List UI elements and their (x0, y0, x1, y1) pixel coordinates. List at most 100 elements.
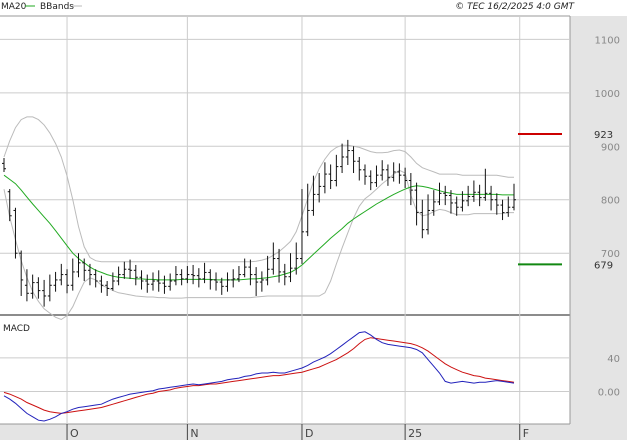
price-bar (70, 258, 75, 291)
bbands-upper-line (3, 116, 514, 263)
price-bar (466, 185, 471, 207)
price-bar (288, 253, 293, 283)
support-resistance-levels: 923 679 (518, 130, 613, 271)
price-bar (65, 269, 70, 294)
price-bar (265, 255, 270, 286)
x-tick-labels: O N D 25 F (66, 424, 529, 440)
price-bar (506, 196, 511, 217)
price-bar (426, 194, 431, 235)
price-bar (59, 263, 64, 286)
price-bar (351, 146, 356, 174)
price-bar (385, 164, 390, 186)
price-bar (294, 242, 299, 275)
price-bar (185, 266, 190, 284)
y-axis-panel (570, 16, 627, 424)
price-bar (47, 274, 52, 302)
price-bar (403, 167, 408, 188)
price-y-tick-label: 1100 (595, 35, 620, 46)
price-bar (512, 183, 516, 211)
price-bar (231, 269, 236, 288)
price-bar (248, 259, 253, 286)
price-bar (311, 175, 316, 216)
price-bar (448, 190, 453, 214)
macd-y-tick-label: 0.00 (598, 388, 620, 399)
price-bar (13, 207, 18, 259)
price-bar (397, 163, 402, 184)
price-bar (277, 248, 282, 283)
macd-signal-line (3, 337, 515, 414)
price-bar (162, 275, 167, 294)
price-bar (173, 266, 178, 286)
x-axis-panel (0, 424, 627, 440)
price-bar (93, 269, 98, 288)
price-bar (99, 275, 104, 293)
price-bars (2, 139, 516, 307)
price-bar (460, 191, 465, 212)
price-bar (357, 156, 362, 181)
price-bar (340, 143, 345, 174)
price-bar (168, 273, 173, 291)
price-bar (7, 189, 12, 222)
price-bar (225, 272, 230, 292)
price-bar (110, 272, 115, 291)
price-bar (36, 277, 41, 299)
macd-panel-title: MACD (3, 324, 30, 334)
price-bar (282, 263, 287, 286)
price-bar (414, 182, 419, 226)
bbands-legend-label: BBands (40, 2, 74, 12)
price-bar (30, 274, 35, 299)
price-bar (443, 185, 448, 206)
price-bar (196, 268, 201, 288)
price-bar (391, 162, 396, 182)
price-bar (454, 196, 459, 216)
price-bar (328, 164, 333, 190)
price-bar (133, 264, 138, 286)
price-bar (179, 269, 184, 286)
resistance-level-label: 923 (594, 130, 613, 141)
ma-legend-label: MA20 (1, 2, 27, 12)
price-bar (374, 165, 379, 187)
price-bar (437, 182, 442, 206)
price-bar (82, 258, 87, 281)
price-bar (2, 158, 6, 172)
price-bar (208, 269, 213, 290)
price-bar (500, 199, 505, 221)
price-y-tick-label: 700 (601, 249, 620, 260)
price-y-tick-label: 900 (601, 142, 620, 153)
x-tick-label: 25 (408, 427, 422, 440)
price-bar (271, 242, 276, 275)
price-bar (236, 266, 241, 283)
price-bar (334, 154, 339, 187)
price-bar (345, 139, 350, 165)
x-tick-label: F (523, 427, 529, 440)
price-bar (489, 185, 494, 211)
price-bar (219, 277, 224, 295)
price-bar (150, 272, 155, 291)
ma20-line (3, 174, 514, 281)
price-bar (254, 267, 259, 296)
price-y-tick-label: 1000 (595, 89, 620, 100)
bbands-lower-line (3, 169, 514, 321)
price-bar (105, 280, 110, 296)
price-bar (322, 162, 327, 194)
price-bar (431, 190, 436, 216)
price-bar (368, 170, 373, 191)
macd-line (3, 331, 515, 422)
legend: MA20 BBands (1, 2, 82, 12)
price-y-tick-label: 800 (601, 196, 620, 207)
price-bar (408, 173, 413, 206)
price-bar (42, 279, 47, 307)
price-bar (420, 199, 425, 239)
price-bar (202, 262, 207, 284)
x-tick-label: D (305, 427, 313, 440)
price-bar (305, 183, 310, 237)
price-bar (299, 189, 304, 264)
price-bar (76, 253, 81, 278)
price-bar (242, 258, 247, 278)
price-bar (363, 164, 368, 185)
price-bar (24, 269, 29, 302)
price-bar (259, 271, 264, 292)
bbands-lines (3, 116, 514, 321)
